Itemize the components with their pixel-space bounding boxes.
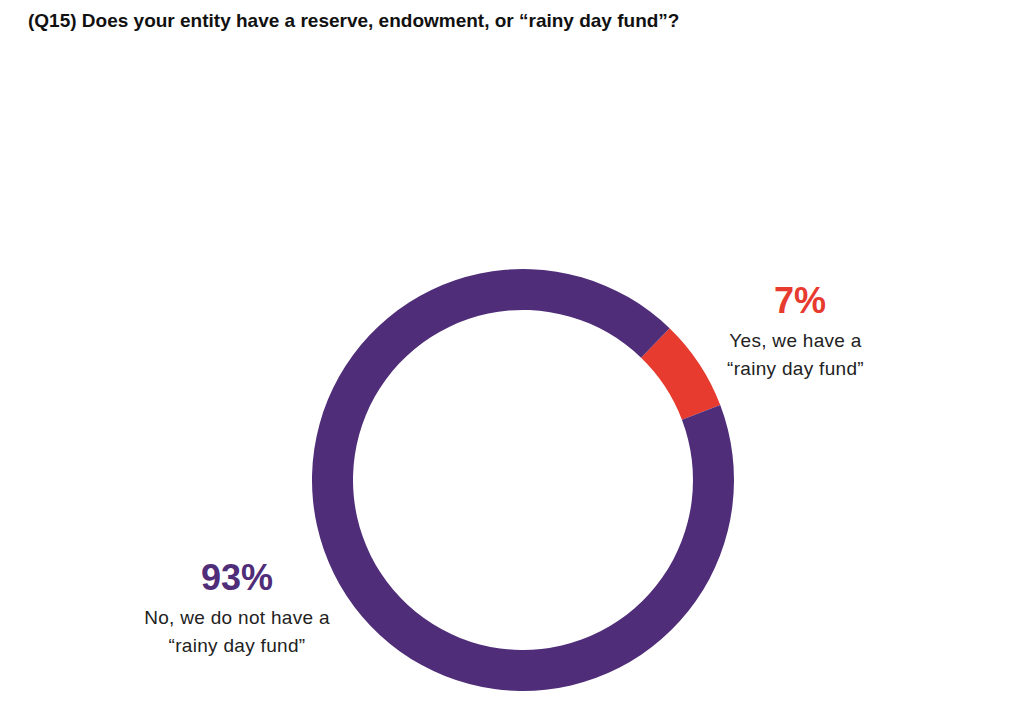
- value-label: 7%: [700, 280, 900, 322]
- category-label: Yes, we have a “rainy day fund”: [708, 327, 883, 383]
- value-label: 93%: [137, 557, 337, 599]
- donut-slice: [312, 269, 734, 691]
- chart-title: (Q15) Does your entity have a reserve, e…: [28, 10, 679, 32]
- category-label: No, we do not have a “rainy day fund”: [127, 604, 347, 660]
